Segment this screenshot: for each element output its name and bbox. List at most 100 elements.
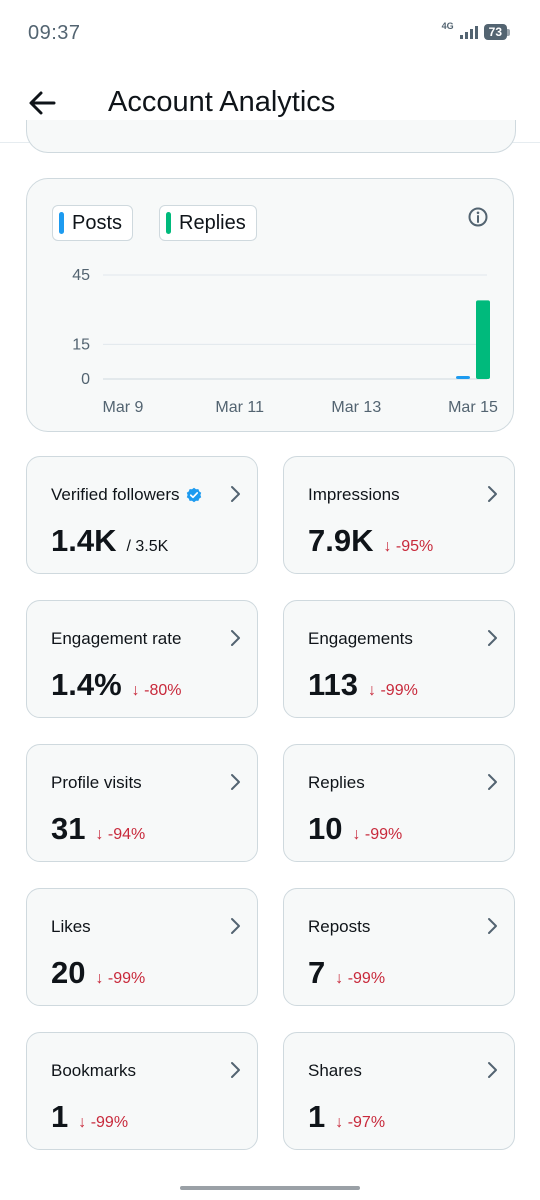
metric-card-reposts[interactable]: Reposts 7 ↓ -99% [283, 888, 515, 1006]
metric-value: 7 [308, 955, 326, 990]
metric-card-impressions[interactable]: Impressions 7.9K ↓ -95% [283, 456, 515, 574]
replies-swatch [166, 212, 171, 234]
y-tick-label: 45 [72, 267, 90, 284]
metric-label: Engagements [308, 629, 413, 648]
metric-value-row: 10 ↓ -99% [308, 811, 402, 847]
metric-value-row: 31 ↓ -94% [51, 811, 145, 847]
status-bar: 09:37 4G 73 [0, 0, 540, 64]
home-indicator[interactable] [180, 1186, 360, 1190]
metric-change: ↓ -94% [95, 826, 146, 843]
metric-value: 31 [51, 811, 86, 846]
metric-value: 10 [308, 811, 343, 846]
bar-chart: 0 15 45 Mar 9 Mar 11 Mar 13 Mar 15 [72, 267, 498, 416]
metric-value-row: 1 ↓ -99% [51, 1099, 128, 1135]
metric-label-wrap: Replies [308, 773, 365, 793]
activity-chart-card: Posts Replies 0 15 45 Mar 9 Mar 11 Mar 13 Mar … [26, 178, 514, 432]
metric-card-bookmarks[interactable]: Bookmarks 1 ↓ -99% [26, 1032, 258, 1150]
chevron-right-icon [231, 774, 240, 790]
metric-change: ↓ -99% [368, 682, 418, 699]
metric-label: Verified followers [51, 485, 180, 504]
metric-value-row: 20 ↓ -99% [51, 955, 145, 991]
metric-label: Engagement rate [51, 629, 182, 648]
metric-change: ↓ -99% [95, 970, 146, 987]
previous-card [26, 120, 516, 153]
metric-value-row: 7.9K ↓ -95% [308, 523, 433, 559]
metric-change: ↓ -99% [335, 970, 386, 987]
chevron-right-icon [488, 630, 497, 646]
chevron-right-icon [488, 774, 497, 790]
posts-swatch [59, 212, 64, 234]
metric-label-wrap: Verified followers [51, 485, 202, 505]
metric-value: 1.4% [51, 667, 122, 702]
metric-value-row: 1 ↓ -97% [308, 1099, 385, 1135]
bar-replies-mar-15[interactable] [476, 300, 490, 379]
metric-change: ↓ -99% [352, 826, 403, 843]
legend-replies[interactable]: Replies [159, 205, 257, 241]
metric-value-row: 7 ↓ -99% [308, 955, 385, 991]
metric-value-row: 113 ↓ -99% [308, 667, 418, 703]
metric-label: Likes [51, 917, 91, 936]
page-title: Account Analytics [108, 86, 336, 118]
y-tick-label: 0 [81, 371, 90, 388]
metric-label: Replies [308, 773, 365, 792]
metric-label: Impressions [308, 485, 400, 504]
x-tick-label: Mar 15 [448, 399, 498, 416]
metric-card-engagements[interactable]: Engagements 113 ↓ -99% [283, 600, 515, 718]
metric-card-verified-followers[interactable]: Verified followers 1.4K / 3.5K [26, 456, 258, 574]
y-tick-label: 15 [72, 336, 90, 353]
x-tick-label: Mar 11 [215, 399, 264, 416]
chevron-right-icon [488, 1062, 497, 1078]
metric-label: Shares [308, 1061, 362, 1080]
metric-total: / 3.5K [126, 538, 169, 555]
battery-icon: 73 [483, 24, 510, 40]
chevron-right-icon [488, 918, 497, 934]
metric-label: Bookmarks [51, 1061, 137, 1080]
metric-change: ↓ -95% [383, 538, 434, 555]
metric-label-wrap: Engagements [308, 629, 413, 649]
status-icons: 4G 73 [441, 21, 510, 40]
info-icon[interactable] [467, 206, 489, 228]
chevron-right-icon [231, 486, 240, 502]
legend-posts[interactable]: Posts [52, 205, 134, 241]
metric-value: 1 [308, 1099, 326, 1134]
metric-change: ↓ -97% [335, 1114, 386, 1131]
network-type: 4G [441, 21, 454, 31]
metric-value-row: 1.4K / 3.5K [51, 523, 168, 559]
metric-value: 1 [51, 1099, 69, 1134]
metric-card-likes[interactable]: Likes 20 ↓ -99% [26, 888, 258, 1006]
chevron-right-icon [231, 630, 240, 646]
metric-value: 7.9K [308, 523, 374, 558]
metric-label-wrap: Likes [51, 917, 91, 937]
metric-value-row: 1.4% ↓ -80% [51, 667, 181, 703]
metric-card-replies[interactable]: Replies 10 ↓ -99% [283, 744, 515, 862]
legend-posts-label: Posts [72, 211, 123, 234]
metric-label: Profile visits [51, 773, 142, 792]
status-time: 09:37 [28, 22, 81, 44]
signal-icon [459, 25, 478, 39]
legend-replies-label: Replies [179, 211, 246, 234]
bar-posts-mar-15[interactable] [456, 376, 470, 379]
metric-label-wrap: Bookmarks [51, 1061, 136, 1081]
metric-change: ↓ -99% [78, 1114, 129, 1131]
metric-label-wrap: Engagement rate [51, 629, 181, 649]
metric-label-wrap: Reposts [308, 917, 370, 937]
chevron-right-icon [488, 486, 497, 502]
metric-value: 113 [308, 667, 359, 702]
metric-card-shares[interactable]: Shares 1 ↓ -97% [283, 1032, 515, 1150]
chevron-right-icon [231, 1062, 240, 1078]
metric-value: 20 [51, 955, 86, 990]
back-arrow-icon[interactable] [24, 84, 62, 122]
x-tick-label: Mar 9 [103, 399, 144, 416]
chevron-right-icon [231, 918, 240, 934]
metric-card-engagement-rate[interactable]: Engagement rate 1.4% ↓ -80% [26, 600, 258, 718]
metric-label-wrap: Profile visits [51, 773, 142, 793]
x-tick-label: Mar 13 [331, 399, 381, 416]
verified-badge-icon [186, 487, 201, 503]
metric-label-wrap: Shares [308, 1061, 362, 1081]
metric-value: 1.4K [51, 523, 117, 558]
metric-label: Reposts [308, 917, 371, 936]
battery-level: 73 [483, 24, 507, 40]
metric-change: ↓ -80% [131, 682, 182, 699]
metric-label-wrap: Impressions [308, 485, 400, 505]
metric-card-profile-visits[interactable]: Profile visits 31 ↓ -94% [26, 744, 258, 862]
